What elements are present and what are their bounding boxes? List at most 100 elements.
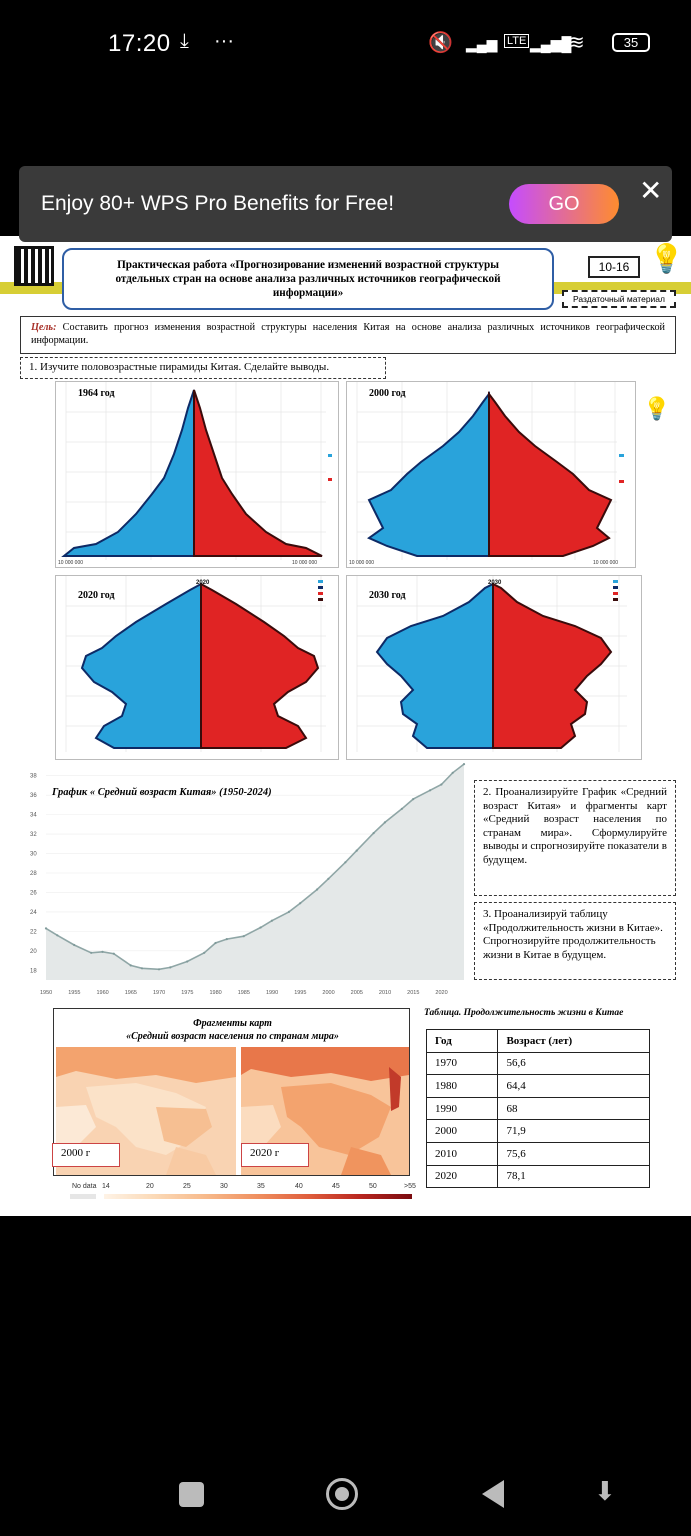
pyramid-2020: 2020 2020 год [55,575,339,760]
home-button[interactable] [326,1478,358,1510]
pyramid-2000-label: 2000 год [369,388,406,399]
cell-age: 56,6 [497,1051,650,1076]
y-tick-label: 30 [30,852,37,858]
y-tick-label: 26 [30,890,37,896]
legend-nodata: No data [72,1183,97,1190]
x-tick-label: 1985 [238,990,250,996]
y-tick-label: 20 [30,949,37,955]
cell-age: 78,1 [497,1164,650,1189]
legend-14: 14 [102,1183,110,1190]
pyramid-2030-chart: 2030 [356,576,627,752]
legend-55: >55 [404,1183,416,1190]
data-point [327,877,330,880]
battery-icon: 35 [612,33,650,52]
data-point [44,927,48,930]
pyramid-2030-header: 2030 [488,580,502,586]
data-point [186,960,189,963]
maps-title: Фрагменты карт «Средний возраст населени… [54,1017,411,1043]
qr-code [14,246,54,286]
maps-title-line-2: «Средний возраст населения по странам ми… [126,1031,339,1042]
task-3: 3. Проанализируй таблицу «Продолжительно… [474,902,676,980]
data-point [90,951,93,954]
legend-20: 20 [146,1183,154,1190]
x-tick-label: 1980 [209,990,221,996]
title-line-2: отдельных стран на основе анализа различ… [115,273,501,285]
mute-icon: 🔇 [428,32,453,54]
status-bar: 17:20 ⤓ ··· 🔇 ▂▄▆ LTE ▂▄▆█ ≋ 35 [0,0,691,90]
y-tick-label: 28 [30,871,37,877]
life-expectancy-table: Год Возраст (лет) 1970 56,6 1980 64,4 1990… [425,1029,650,1189]
y-tick-label: 36 [30,793,37,799]
signal-icon: ▂▄▆ [466,36,498,52]
x-tick-label: 2005 [351,990,363,996]
x-tick-label: 1970 [153,990,165,996]
maps-title-line-1: Фрагменты карт [193,1018,272,1029]
y-tick-label: 18 [30,968,37,974]
pyramid-1964: 10 000 000 10 000 000 1964 год [55,381,339,568]
data-point [429,789,432,792]
table-header-age: Возраст (лет) [497,1029,650,1053]
data-point [299,902,302,905]
svg-text:10 000 000: 10 000 000 [292,560,317,566]
pyramid-2000-chart: 10 000 000 10 000 000 [349,382,624,566]
map-2000-label: 2000 г [52,1143,120,1167]
handout-label: Раздаточный материал [562,290,676,308]
map-2020-label: 2020 г [241,1143,309,1167]
table-row: 2020 78,1 [425,1164,650,1189]
x-tick-label: 2015 [407,990,419,996]
data-point [383,821,386,824]
lightbulb-icon: 💡 [649,243,684,274]
data-point [157,968,161,971]
data-point [214,941,217,945]
cell-year: 2020 [425,1164,499,1189]
legend-color-ramp [104,1194,412,1199]
area-fill [46,764,464,980]
cell-age: 75,6 [497,1141,650,1166]
data-point [440,783,443,786]
pyramid-2020-chart: 2020 [65,576,326,752]
table-header-year: Год [425,1029,499,1053]
y-tick-label: 38 [30,774,37,780]
page-title: Практическая работа «Прогнозирование изм… [62,248,554,310]
wps-promo-banner[interactable]: Enjoy 80+ WPS Pro Benefits for Free! GO … [19,166,672,242]
goal-label: Цель: [31,322,57,333]
data-point [400,807,403,810]
task-2: 2. Проанализируйте График «Средний возра… [474,780,676,896]
cell-year: 1980 [425,1074,499,1098]
x-tick-label: 1990 [266,990,278,996]
data-point [372,832,375,835]
signal-icon-2: ▂▄▆█ [530,36,572,52]
x-tick-label: 2000 [322,990,334,996]
legend-35: 35 [257,1183,265,1190]
x-tick-label: 1995 [294,990,306,996]
data-point [451,771,454,774]
data-point [112,952,115,955]
x-tick-label: 1950 [40,990,52,996]
go-button[interactable]: GO [509,184,619,224]
cell-age: 71,9 [497,1119,650,1143]
table-title: Таблица. Продолжительность жизни в Китае [424,1008,624,1018]
close-icon[interactable]: ✕ [639,175,663,206]
table-header-row: Год Возраст (лет) [425,1029,650,1053]
more-icon: ··· [214,30,234,52]
data-point [287,910,290,913]
data-point [270,919,273,922]
chart-title: График « Средний возраст Китая» (1950-20… [52,787,272,798]
wifi-icon: ≋ [568,32,585,54]
accessibility-icon[interactable]: ⬇ [594,1476,616,1506]
data-point [259,926,262,929]
table-row: 2000 71,9 [425,1119,650,1143]
svg-text:10 000 000: 10 000 000 [349,560,374,566]
clock: 17:20 [108,30,171,57]
back-button[interactable] [482,1480,504,1508]
legend-50: 50 [369,1183,377,1190]
pyramid-1964-label: 1964 год [78,388,115,399]
data-point [344,861,347,864]
data-point [355,849,358,852]
y-tick-label: 34 [30,813,37,819]
y-tick-label: 24 [30,910,37,916]
x-tick-label: 2010 [379,990,391,996]
x-tick-label: 1965 [125,990,137,996]
recent-apps-button[interactable] [179,1482,204,1507]
title-line-1: Практическая работа «Прогнозирование изм… [117,259,499,271]
